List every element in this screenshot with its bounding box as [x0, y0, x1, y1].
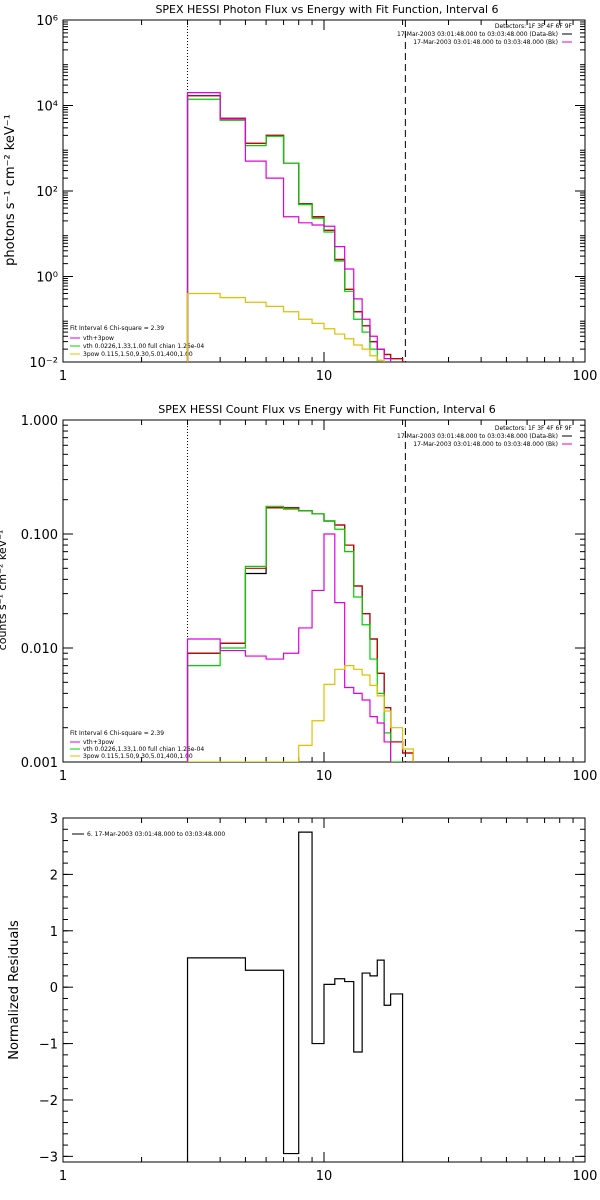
count-x-tick-label: 100 [573, 769, 598, 784]
resid-legend-entry: 6. 17-Mar-2003 03:01:48.000 to 03:03:48.… [87, 831, 225, 838]
count-header-line-1: 17-Mar-2003 03:01:48.000 to 03:03:48.000… [397, 433, 558, 440]
count-series-data_red [186, 507, 414, 762]
resid-y-axis-label: Normalized Residuals [7, 920, 22, 1060]
photon-y-tick-label: 10⁻² [29, 356, 58, 371]
photon-y-tick-label: 10⁴ [36, 100, 58, 115]
photon-legend-entry-2: vth 0.0226,1.33,1.00 full chian 1.26e-04 [83, 343, 204, 350]
count-legend-entry-1: vth+3pow [83, 739, 114, 746]
count-x-tick-label: 1 [59, 769, 67, 784]
photon-y-tick-label: 10⁰ [36, 271, 58, 286]
count-y-tick-label: 1.000 [21, 414, 58, 429]
photon-series-3pow_yellow [186, 292, 433, 362]
photon-header-detectors: Detectors: 1F 3F 4F 6F 9F [495, 23, 573, 30]
resid-y-tick-label: −3 [39, 1150, 58, 1165]
photon-legend-title: Fit Interval 6 Chi-square = 2.39 [70, 325, 164, 332]
photon-flux-panel: SPEX HESSI Photon Flux vs Energy with Fi… [3, 3, 597, 384]
resid-x-tick-label: 1 [59, 1169, 67, 1184]
resid-x-tick-label: 100 [573, 1169, 598, 1184]
photon-chart-title: SPEX HESSI Photon Flux vs Energy with Fi… [155, 3, 498, 16]
count-legend-entry-3: 3pow 0.115,1.50,9.30,5.01,400,1.00 [83, 753, 193, 760]
photon-y-axis-label: photons s⁻¹ cm⁻² keV⁻¹ [3, 114, 18, 266]
photon-x-tick-label: 1 [59, 369, 67, 384]
count-x-tick-label: 10 [316, 769, 333, 784]
count-series-vth_3pow_magenta [186, 533, 392, 762]
count-flux-panel: SPEX HESSI Count Flux vs Energy with Fit… [0, 403, 597, 784]
count-series-vth_green [186, 505, 403, 762]
count-series-3pow_yellow [283, 665, 414, 762]
count-y-tick-label: 0.100 [21, 528, 58, 543]
photon-y-tick-label: 10² [36, 185, 58, 200]
count-y-tick-label: 0.001 [21, 756, 58, 771]
count-legend-title: Fit Interval 6 Chi-square = 2.39 [70, 730, 164, 737]
count-y-axis-label: counts s⁻¹ cm⁻² keV⁻¹ [0, 530, 9, 651]
resid-y-tick-label: 0 [50, 981, 58, 996]
resid-y-tick-label: −2 [39, 1094, 58, 1109]
resid-x-tick-label: 10 [316, 1169, 333, 1184]
photon-x-tick-label: 100 [573, 369, 598, 384]
count-y-tick-label: 0.010 [21, 642, 58, 657]
count-header-detectors: Detectors: 1F 3F 4F 6F 9F [495, 425, 573, 432]
photon-header-line-2: 17-Mar-2003 03:01:48.000 to 03:03:48.000… [413, 39, 558, 46]
photon-y-tick-label: 10⁶ [36, 14, 58, 29]
count-chart-title: SPEX HESSI Count Flux vs Energy with Fit… [158, 403, 495, 416]
resid-y-tick-label: 3 [50, 812, 58, 827]
photon-series-vth_3pow_magenta [186, 92, 404, 362]
photon-legend-entry-1: vth+3pow [83, 335, 114, 342]
resid-y-tick-label: 2 [50, 868, 58, 883]
photon-x-tick-label: 10 [316, 369, 333, 384]
photon-header-line-1: 17-Mar-2003 03:01:48.000 to 03:03:48.000… [397, 31, 558, 38]
resid-y-tick-label: 1 [50, 925, 58, 940]
photon-legend-entry-3: 3pow 0.115,1.50,9.30,5.01,400,1.00 [83, 351, 193, 358]
resid-y-tick-label: −1 [39, 1038, 58, 1053]
count-legend-entry-2: vth 0.0226,1.33,1.00 full chian 1.26e-04 [83, 746, 204, 753]
resid-series-residuals [186, 831, 404, 1162]
count-header-line-2: 17-Mar-2003 03:01:48.000 to 03:03:48.000… [413, 441, 558, 448]
residuals-panel: 6. 17-Mar-2003 03:01:48.000 to 03:03:48.… [7, 812, 597, 1184]
